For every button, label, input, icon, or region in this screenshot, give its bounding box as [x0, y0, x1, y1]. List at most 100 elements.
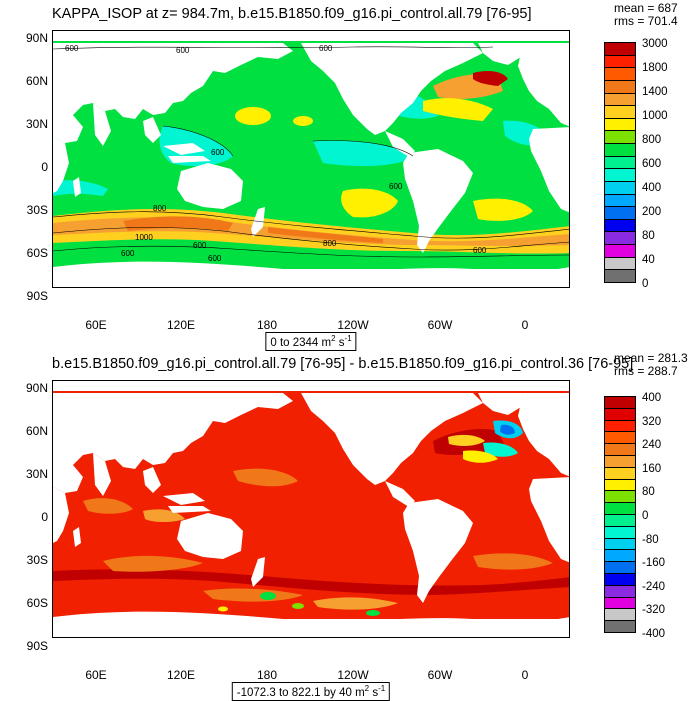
top-panel-title: KAPPA_ISOP at z= 984.7m, b.e15.B1850.f09…: [52, 6, 532, 22]
lat-label: 30S: [26, 553, 48, 567]
bottom-map-svg: [53, 381, 569, 637]
colorbar-swatch: [605, 257, 635, 271]
lon-label: 60W: [427, 668, 453, 682]
colorbar-swatch: [605, 118, 635, 132]
lat-label: 60N: [25, 424, 48, 438]
bottom-mean: mean = 281.3: [614, 351, 688, 365]
contour-label: 600: [193, 241, 207, 250]
colorbar-swatch: [605, 550, 635, 563]
contour-label: 600: [473, 246, 487, 255]
lon-label: 180: [256, 318, 278, 332]
contour-label: 600: [208, 254, 222, 263]
colorbar-label: 200: [642, 206, 662, 218]
colorbar-swatch: [605, 219, 635, 233]
lat-label: 90S: [26, 289, 48, 303]
colorbar-swatch: [605, 526, 635, 539]
colorbar-label: -320: [642, 604, 666, 617]
colorbar-swatch: [605, 270, 635, 282]
top-mean: mean = 687: [614, 1, 678, 15]
lat-label: 60N: [25, 74, 48, 88]
bottom-map-plot: [52, 380, 570, 638]
top-map-svg: 600 600 600 600 600 800 1000 600 800 600…: [53, 31, 569, 287]
colorbar-label: 320: [642, 415, 662, 428]
colorbar-swatch: [605, 573, 635, 586]
lon-label: 120E: [166, 318, 196, 332]
lon-label: 0: [521, 318, 529, 332]
colorbar-swatch: [605, 43, 635, 56]
colorbar-swatch: [605, 93, 635, 107]
colorbar-label: -160: [642, 557, 666, 570]
colorbar-label: 1000: [642, 110, 668, 122]
bottom-range-label: -1072.3 to 822.1 by 40 m2 s-1: [231, 682, 391, 701]
colorbar-label: 600: [642, 158, 662, 170]
colorbar-swatch: [605, 408, 635, 421]
colorbar-swatch: [605, 420, 635, 433]
bottom-rms: rms = 288.7: [614, 364, 678, 378]
colorbar-swatch: [605, 181, 635, 195]
colorbar-label: 80: [642, 230, 655, 242]
colorbar-swatch: [605, 597, 635, 610]
lat-label: 90N: [25, 31, 48, 45]
colorbar-label: 160: [642, 462, 662, 475]
lat-label: 60S: [26, 246, 48, 260]
lat-label: 30N: [25, 117, 48, 131]
colorbar-swatch: [605, 455, 635, 468]
colorbar-swatch: [605, 80, 635, 94]
colorbar-swatch: [605, 245, 635, 258]
contour-label: 800: [323, 239, 337, 248]
colorbar-label: -240: [642, 580, 666, 593]
bottom-colorbar: [604, 396, 636, 633]
lat-label: 0: [41, 510, 48, 524]
colorbar-label: 1800: [642, 62, 668, 74]
contour-label: 800: [153, 204, 167, 213]
colorbar-label: 3000: [642, 38, 668, 50]
colorbar-label: 400: [642, 182, 662, 194]
lon-label: 60E: [85, 318, 107, 332]
colorbar-swatch: [605, 503, 635, 515]
colorbar-label: 240: [642, 439, 662, 452]
lon-label: 60W: [427, 318, 453, 332]
colorbar-label: 40: [642, 254, 655, 266]
colorbar-swatch: [605, 55, 635, 69]
colorbar-label: 0: [642, 278, 649, 290]
top-panel: KAPPA_ISOP at z= 984.7m, b.e15.B1850.f09…: [0, 0, 700, 351]
colorbar-label: -400: [642, 628, 666, 640]
top-panel-stats: mean = 687 rms = 701.4: [614, 2, 678, 28]
top-rms: rms = 701.4: [614, 14, 678, 28]
lon-label: 120E: [166, 668, 196, 682]
top-colorbar-swatches: [604, 42, 636, 283]
colorbar-swatch: [605, 491, 635, 504]
colorbar-label: 400: [642, 392, 662, 404]
lat-label: 90S: [26, 639, 48, 653]
top-colorbar: [604, 42, 636, 283]
colorbar-swatch: [605, 609, 635, 622]
colorbar-swatch: [605, 397, 635, 409]
bottom-colorbar-swatches: [604, 396, 636, 633]
contour-label: 600: [121, 249, 135, 258]
lon-label: 120W: [337, 668, 369, 682]
bottom-panel-stats: mean = 281.3 rms = 288.7: [614, 352, 688, 378]
lon-label: 180: [256, 668, 278, 682]
contour-label: 1000: [135, 233, 153, 242]
lat-label: 0: [41, 160, 48, 174]
lon-label: 120W: [337, 318, 369, 332]
contour-label: 600: [319, 44, 333, 53]
colorbar-label: 0: [642, 510, 649, 522]
contour-label: 600: [65, 44, 79, 53]
contour-label: 600: [389, 182, 403, 191]
colorbar-swatch: [605, 467, 635, 480]
lat-label: 30N: [25, 467, 48, 481]
colorbar-swatch: [605, 585, 635, 598]
contour-label: 600: [211, 148, 225, 157]
top-map-plot: 600 600 600 600 600 800 1000 600 800 600…: [52, 30, 570, 288]
lon-label: 0: [521, 668, 529, 682]
colorbar-swatch: [605, 131, 635, 144]
colorbar-swatch: [605, 514, 635, 527]
lon-label: 60E: [85, 668, 107, 682]
colorbar-swatch: [605, 144, 635, 157]
top-range-label: 0 to 2344 m2 s-1: [265, 332, 357, 351]
colorbar-swatch: [605, 232, 635, 245]
colorbar-swatch: [605, 621, 635, 632]
colorbar-swatch: [605, 169, 635, 182]
colorbar-swatch: [605, 194, 635, 208]
